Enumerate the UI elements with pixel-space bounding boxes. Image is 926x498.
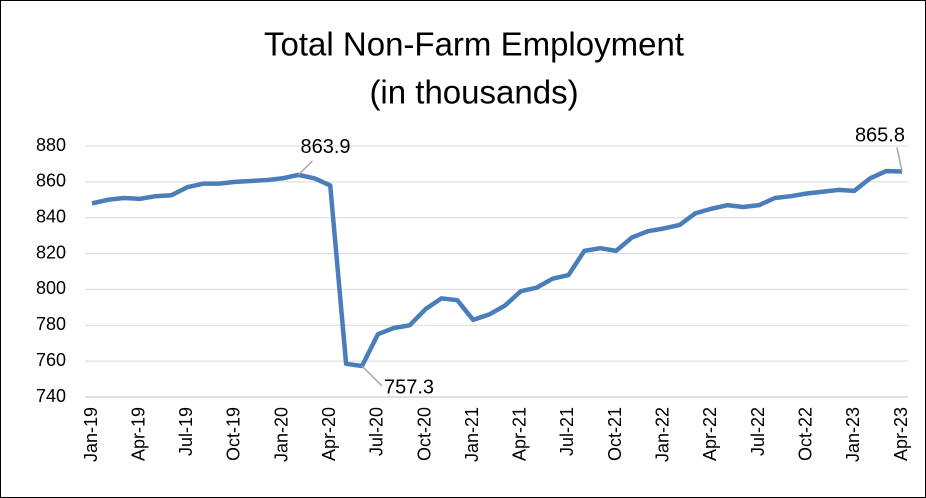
x-tick-label: Jul-20 bbox=[367, 407, 387, 456]
x-tick-label: Apr-22 bbox=[700, 407, 720, 461]
x-tick-label: Jan-22 bbox=[653, 407, 673, 462]
x-tick-label: Jan-20 bbox=[271, 407, 291, 462]
label-leader bbox=[297, 160, 314, 176]
x-tick-label: Oct-20 bbox=[414, 407, 434, 461]
y-tick-label: 840 bbox=[36, 206, 66, 226]
x-tick-label: Jan-23 bbox=[843, 407, 863, 462]
data-label: 757.3 bbox=[384, 376, 434, 398]
y-tick-label: 740 bbox=[36, 386, 66, 406]
chart-title: Total Non-Farm Employment bbox=[264, 26, 684, 63]
x-tick-label: Oct-22 bbox=[795, 407, 815, 461]
x-tick-label: Jul-19 bbox=[176, 407, 196, 456]
x-tick-label: Jul-21 bbox=[557, 407, 577, 456]
data-label: 865.8 bbox=[855, 125, 905, 147]
line-series bbox=[91, 168, 903, 369]
x-tick-label: Apr-20 bbox=[319, 407, 339, 461]
x-tick-label: Apr-21 bbox=[510, 407, 530, 461]
x-tick-label: Oct-19 bbox=[224, 407, 244, 461]
y-tick-label: 880 bbox=[36, 135, 66, 155]
y-tick-label: 820 bbox=[36, 242, 66, 262]
y-tick-label: 860 bbox=[36, 171, 66, 191]
x-tick-label: Oct-21 bbox=[605, 407, 625, 461]
data-label: 863.9 bbox=[300, 136, 350, 158]
label-leader bbox=[361, 365, 383, 387]
y-tick-label: 760 bbox=[36, 350, 66, 370]
x-tick-label: Jan-21 bbox=[462, 407, 482, 462]
y-tick-label: 780 bbox=[36, 314, 66, 334]
label-leader bbox=[896, 147, 903, 172]
x-tick-label: Apr-23 bbox=[891, 407, 911, 461]
x-tick-label: Apr-19 bbox=[128, 407, 148, 461]
x-tick-label: Jan-19 bbox=[81, 407, 101, 462]
y-tick-label: 800 bbox=[36, 278, 66, 298]
chart-subtitle: (in thousands) bbox=[369, 74, 578, 111]
x-tick-label: Jul-22 bbox=[748, 407, 768, 456]
